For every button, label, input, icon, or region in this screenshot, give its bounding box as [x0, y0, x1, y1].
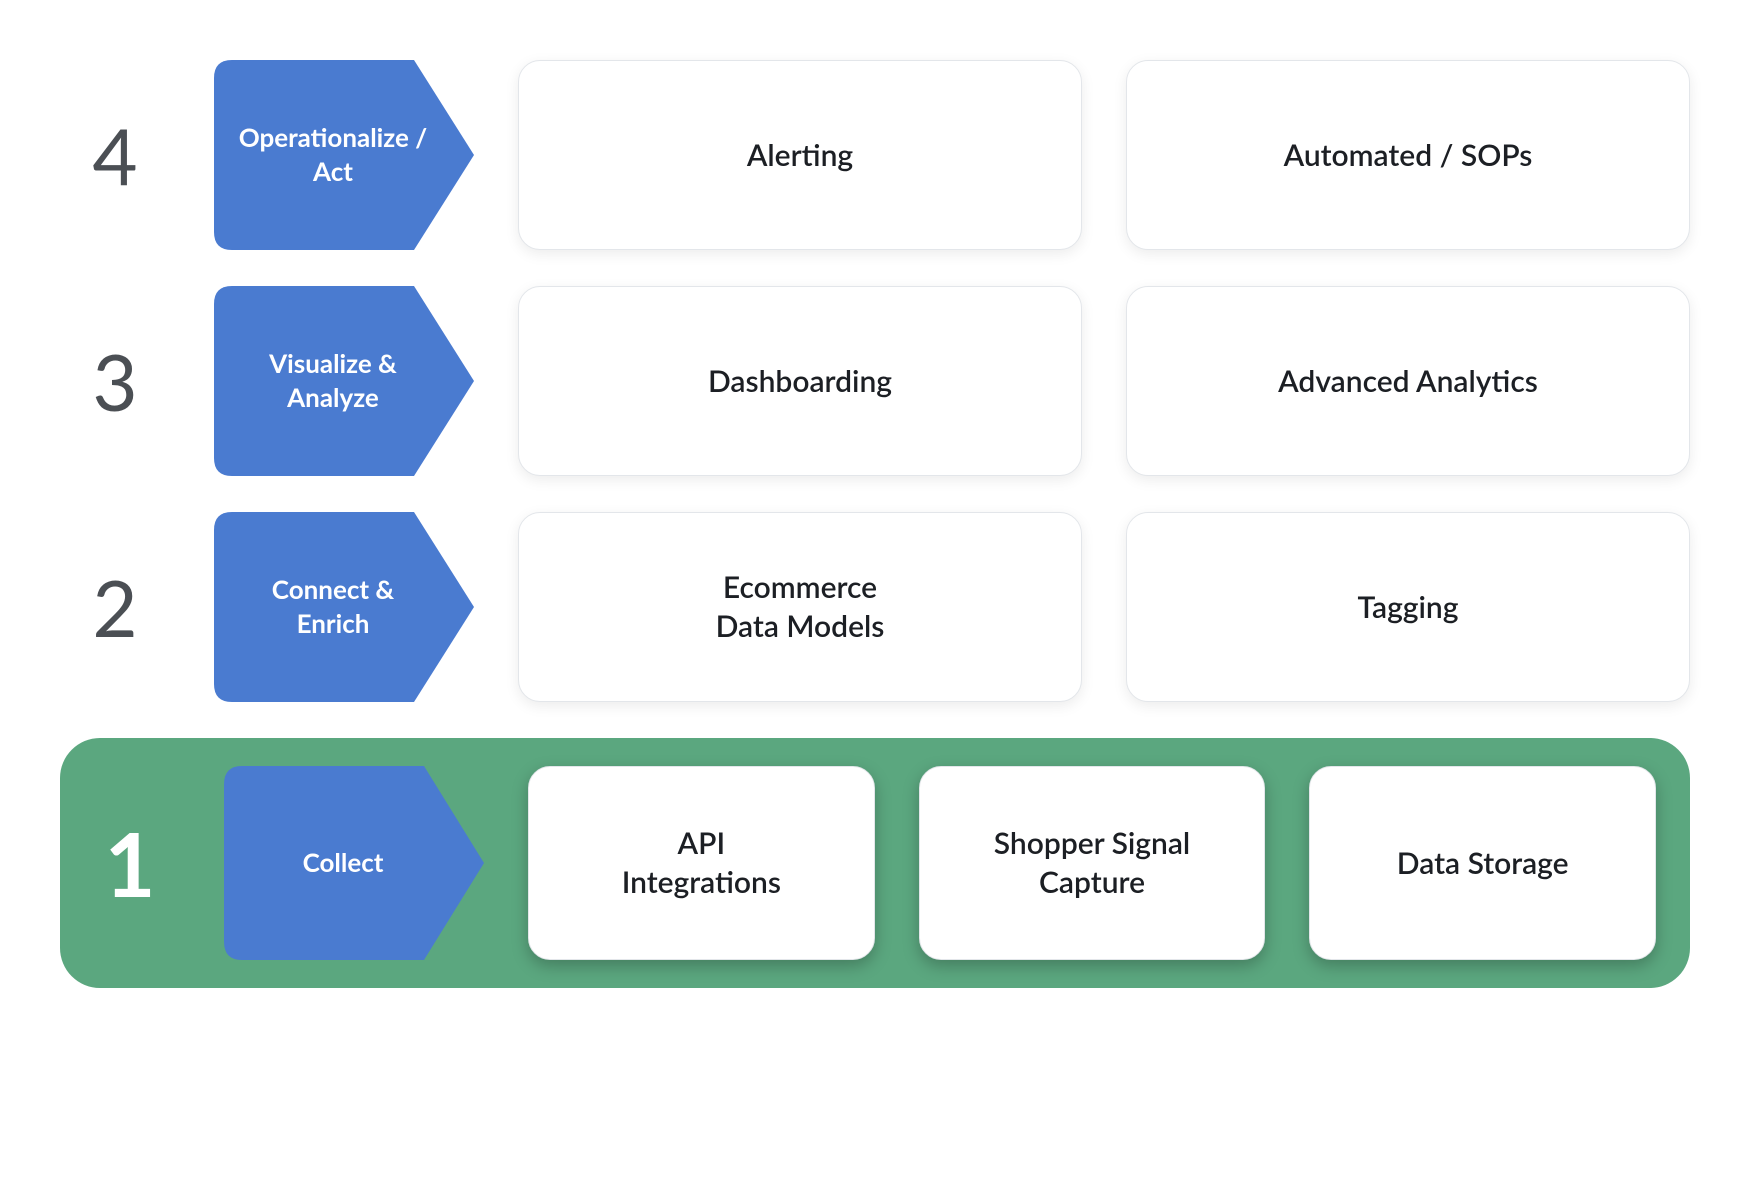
card: Data Storage — [1309, 766, 1656, 960]
stage-pentagon: Connect & Enrich — [214, 512, 474, 702]
cards-container: API IntegrationsShopper Signal CaptureDa… — [528, 766, 1656, 960]
stage-pentagon: Visualize & Analyze — [214, 286, 474, 476]
cards-container: Ecommerce Data ModelsTagging — [518, 512, 1690, 702]
stage-label: Visualize & Analyze — [236, 347, 430, 415]
row-number: 1 — [80, 766, 180, 960]
cards-container: DashboardingAdvanced Analytics — [518, 286, 1690, 476]
row-number: 3 — [60, 286, 170, 476]
row-number: 4 — [60, 60, 170, 250]
card: Dashboarding — [518, 286, 1082, 476]
cards-container: AlertingAutomated / SOPs — [518, 60, 1690, 250]
row-number: 2 — [60, 512, 170, 702]
diagram-row-2: 2 Connect & Enrich Ecommerce Data ModelsTa… — [60, 512, 1690, 702]
card: Tagging — [1126, 512, 1690, 702]
card: Alerting — [518, 60, 1082, 250]
stage-pentagon: Operationalize / Act — [214, 60, 474, 250]
card: Shopper Signal Capture — [919, 766, 1266, 960]
card: Ecommerce Data Models — [518, 512, 1082, 702]
card: API Integrations — [528, 766, 875, 960]
stage-pentagon: Collect — [224, 766, 484, 960]
stage-label: Connect & Enrich — [236, 573, 430, 641]
diagram-row-4: 4 Operationalize / Act AlertingAutomated /… — [60, 60, 1690, 250]
card: Advanced Analytics — [1126, 286, 1690, 476]
card: Automated / SOPs — [1126, 60, 1690, 250]
diagram-row-3: 3 Visualize & Analyze DashboardingAdvanced… — [60, 286, 1690, 476]
stage-label: Collect — [303, 846, 384, 880]
stage-label: Operationalize / Act — [236, 121, 430, 189]
diagram-row-1: 1 Collect API IntegrationsShopper Signal C… — [60, 738, 1690, 988]
stage-diagram: 4 Operationalize / Act AlertingAutomated /… — [60, 60, 1690, 988]
